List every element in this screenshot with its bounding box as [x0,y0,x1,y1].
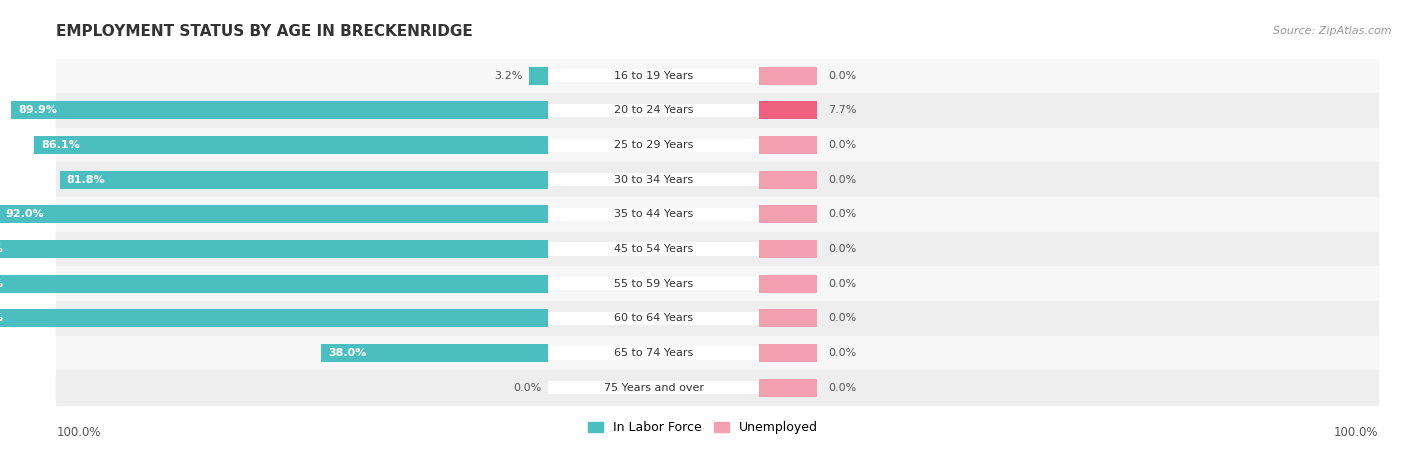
FancyBboxPatch shape [756,274,820,294]
FancyBboxPatch shape [531,207,776,222]
Text: 35 to 44 Years: 35 to 44 Years [614,209,693,220]
FancyBboxPatch shape [309,343,560,363]
Text: 98.9%: 98.9% [0,244,3,254]
Text: 100.0%: 100.0% [0,313,4,324]
Text: 100.0%: 100.0% [56,426,101,438]
Text: 75 Years and over: 75 Years and over [603,382,704,393]
FancyBboxPatch shape [529,66,550,86]
Legend: In Labor Force, Unemployed: In Labor Force, Unemployed [583,416,823,439]
Text: 3.2%: 3.2% [494,71,522,81]
Text: 45 to 54 Years: 45 to 54 Years [614,244,693,254]
Text: 16 to 19 Years: 16 to 19 Years [614,71,693,81]
FancyBboxPatch shape [531,138,776,153]
FancyBboxPatch shape [756,343,820,363]
Text: 0.0%: 0.0% [828,348,856,358]
Text: 55 to 59 Years: 55 to 59 Years [614,279,693,289]
Text: 38.0%: 38.0% [329,348,367,358]
FancyBboxPatch shape [0,274,578,294]
FancyBboxPatch shape [531,172,776,187]
Text: 60 to 64 Years: 60 to 64 Years [614,313,693,324]
FancyBboxPatch shape [531,311,776,326]
Text: 7.7%: 7.7% [828,105,856,116]
Text: 30 to 34 Years: 30 to 34 Years [614,175,693,185]
FancyBboxPatch shape [0,204,576,225]
Text: 65 to 74 Years: 65 to 74 Years [614,348,693,358]
FancyBboxPatch shape [756,100,820,121]
FancyBboxPatch shape [531,346,776,360]
FancyBboxPatch shape [0,100,575,121]
FancyBboxPatch shape [531,276,776,291]
Text: EMPLOYMENT STATUS BY AGE IN BRECKENRIDGE: EMPLOYMENT STATUS BY AGE IN BRECKENRIDGE [56,24,472,39]
Text: 86.1%: 86.1% [41,140,80,150]
FancyBboxPatch shape [531,380,776,395]
Text: 100.0%: 100.0% [1333,426,1378,438]
FancyBboxPatch shape [531,242,776,256]
Text: 100.0%: 100.0% [0,279,4,289]
FancyBboxPatch shape [756,239,820,259]
Text: 0.0%: 0.0% [828,140,856,150]
Text: 0.0%: 0.0% [828,244,856,254]
FancyBboxPatch shape [756,204,820,225]
FancyBboxPatch shape [35,170,572,190]
FancyBboxPatch shape [756,135,820,155]
Text: 0.0%: 0.0% [828,175,856,185]
Text: 0.0%: 0.0% [828,313,856,324]
FancyBboxPatch shape [531,68,776,83]
Text: 0.0%: 0.0% [828,209,856,220]
FancyBboxPatch shape [756,170,820,190]
FancyBboxPatch shape [756,308,820,328]
Text: 89.9%: 89.9% [18,105,58,116]
Text: 0.0%: 0.0% [828,382,856,393]
Text: 81.8%: 81.8% [66,175,105,185]
Text: 0.0%: 0.0% [513,382,541,393]
Text: 20 to 24 Years: 20 to 24 Years [614,105,693,116]
FancyBboxPatch shape [756,378,820,398]
FancyBboxPatch shape [0,239,578,259]
FancyBboxPatch shape [0,308,578,328]
Text: 0.0%: 0.0% [828,279,856,289]
FancyBboxPatch shape [8,135,574,155]
FancyBboxPatch shape [531,103,776,118]
Text: Source: ZipAtlas.com: Source: ZipAtlas.com [1274,27,1392,36]
Text: 25 to 29 Years: 25 to 29 Years [614,140,693,150]
Text: 0.0%: 0.0% [828,71,856,81]
Text: 92.0%: 92.0% [6,209,44,220]
FancyBboxPatch shape [756,66,820,86]
